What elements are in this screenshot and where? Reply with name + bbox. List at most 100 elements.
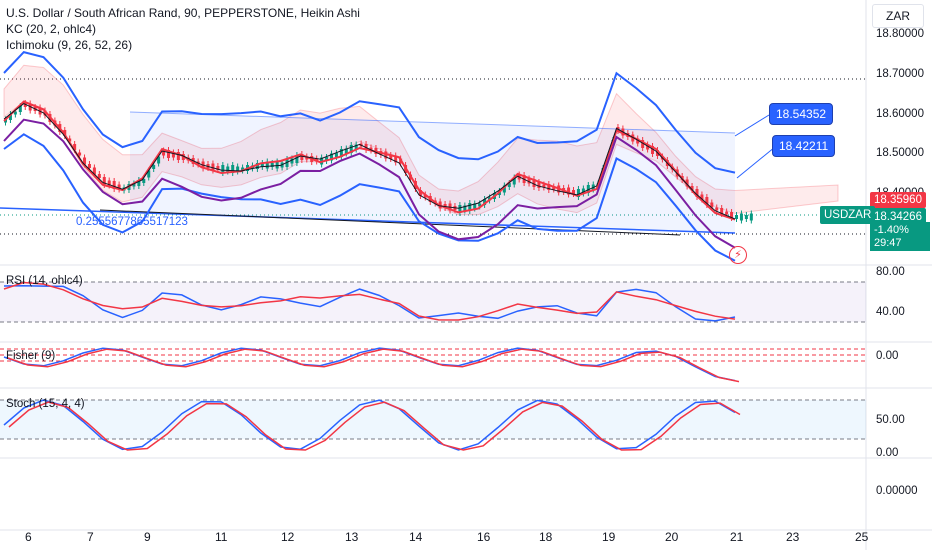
cloud-area bbox=[3, 64, 839, 216]
candle bbox=[572, 190, 576, 194]
candle bbox=[97, 174, 101, 178]
rsi-label[interactable]: RSI (14, ohlc4) bbox=[6, 275, 83, 287]
candle bbox=[211, 163, 215, 171]
price-tick: 18.60000 bbox=[876, 108, 924, 120]
stoch-label[interactable]: Stoch (15, 4, 4) bbox=[6, 398, 85, 410]
stoch-band bbox=[0, 400, 866, 439]
candle bbox=[749, 213, 753, 221]
stoch-tick: 0.00 bbox=[876, 447, 899, 459]
candle bbox=[157, 156, 161, 164]
x-axis-tick: 11 bbox=[215, 530, 228, 544]
lagging-span bbox=[3, 118, 736, 249]
candle bbox=[349, 145, 353, 153]
x-axis-tick: 25 bbox=[855, 530, 869, 544]
candle bbox=[705, 197, 709, 205]
lightning-icon[interactable]: ⚡ bbox=[729, 246, 747, 264]
fisher-pane bbox=[0, 347, 866, 383]
price-tick: 18.70000 bbox=[876, 68, 924, 80]
candle bbox=[132, 183, 136, 187]
candle bbox=[290, 158, 294, 164]
candle bbox=[720, 208, 724, 214]
candle bbox=[651, 146, 655, 154]
x-axis-tick: 18 bbox=[539, 530, 553, 544]
candle bbox=[270, 163, 274, 167]
candle bbox=[137, 180, 141, 186]
candle bbox=[478, 203, 482, 207]
candle bbox=[473, 203, 477, 209]
rsi-ma-line bbox=[3, 281, 736, 321]
chart-title: U.S. Dollar / South African Rand, 90, PE… bbox=[6, 6, 360, 20]
candle bbox=[216, 166, 220, 170]
x-axis-tick: 19 bbox=[602, 530, 616, 544]
price-tick: 18.80000 bbox=[876, 28, 924, 40]
candle bbox=[685, 179, 689, 187]
candle bbox=[458, 205, 462, 213]
conversion-line bbox=[3, 103, 736, 220]
fib-annotation: 0.2555677865517123 bbox=[76, 216, 188, 228]
candle bbox=[176, 152, 180, 160]
candle bbox=[221, 165, 225, 173]
ichimoku-cloud bbox=[3, 64, 839, 216]
callout-upper[interactable]: 18.54352 bbox=[769, 103, 834, 125]
stoch-pane bbox=[0, 399, 866, 451]
candle bbox=[552, 186, 556, 190]
candle bbox=[83, 157, 87, 165]
candle bbox=[532, 179, 536, 187]
candle bbox=[236, 166, 240, 172]
trend-line-black bbox=[99, 209, 681, 236]
candle bbox=[117, 184, 121, 190]
candle bbox=[68, 138, 72, 142]
candle bbox=[418, 190, 422, 196]
candle bbox=[285, 159, 289, 167]
candle bbox=[547, 184, 551, 190]
candle bbox=[695, 189, 699, 197]
candle bbox=[78, 152, 82, 156]
callout-connector bbox=[734, 114, 770, 137]
candle bbox=[567, 187, 571, 195]
candle bbox=[690, 186, 694, 190]
fisher-trigger-line bbox=[7, 348, 740, 383]
candle bbox=[142, 179, 146, 183]
candle bbox=[275, 161, 279, 169]
candle bbox=[241, 167, 245, 171]
price-change: -1.40% bbox=[870, 222, 930, 238]
rsi-tick: 80.00 bbox=[876, 266, 905, 278]
x-axis-tick: 20 bbox=[665, 530, 679, 544]
trend-line-upper bbox=[129, 111, 736, 134]
candle bbox=[339, 149, 343, 157]
candle bbox=[4, 119, 7, 123]
candle bbox=[725, 211, 729, 215]
candle bbox=[325, 157, 329, 161]
candle bbox=[542, 184, 546, 188]
rsi-tick: 40.00 bbox=[876, 306, 905, 318]
candle bbox=[260, 163, 264, 167]
rsi-band bbox=[0, 282, 866, 322]
currency-selector[interactable]: ZAR bbox=[872, 4, 924, 28]
x-axis-tick: 7 bbox=[87, 530, 94, 544]
candle bbox=[735, 215, 738, 219]
x-axis-tick: 14 bbox=[409, 530, 423, 544]
candle bbox=[507, 183, 511, 187]
fisher-label[interactable]: Fisher (9) bbox=[6, 350, 56, 362]
stoch-d-line bbox=[8, 401, 741, 451]
callout-connector bbox=[736, 146, 776, 179]
candle bbox=[586, 185, 590, 193]
x-axis-tick: 23 bbox=[786, 530, 800, 544]
candle bbox=[636, 138, 640, 144]
x-axis-tick: 12 bbox=[281, 530, 295, 544]
callout-lower[interactable]: 18.42211 bbox=[772, 135, 836, 157]
candle bbox=[443, 204, 447, 208]
candle bbox=[389, 155, 393, 159]
x-axis-tick: 21 bbox=[730, 530, 744, 544]
candle bbox=[710, 202, 714, 208]
candle bbox=[646, 144, 650, 150]
candle bbox=[107, 180, 111, 186]
candle bbox=[73, 144, 77, 150]
candle bbox=[231, 165, 235, 173]
candle bbox=[581, 188, 585, 194]
candle bbox=[730, 212, 734, 218]
kc-indicator-label[interactable]: KC (20, 2, ohlc4) bbox=[6, 22, 97, 36]
price-tag-current: 18.34266 bbox=[870, 208, 926, 225]
ichimoku-indicator-label[interactable]: Ichimoku (9, 26, 52, 26) bbox=[6, 38, 133, 52]
